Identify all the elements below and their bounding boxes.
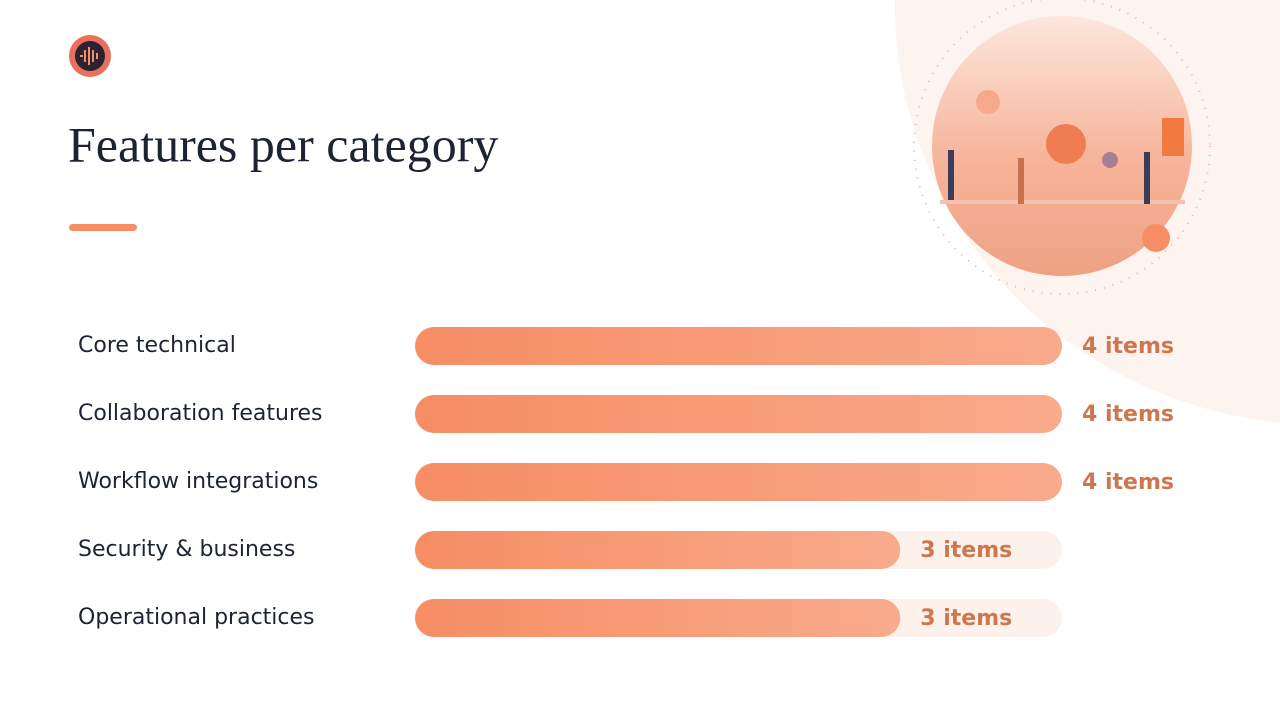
illustration-person [948, 150, 954, 200]
category-label: Workflow integrations [78, 469, 318, 494]
illustration-person [1018, 158, 1024, 204]
category-label: Security & business [78, 537, 295, 562]
value-label: 4 items [1082, 334, 1174, 359]
illustration-person [1144, 152, 1150, 204]
dotted-ring [913, 0, 1211, 295]
logo-mark [80, 47, 98, 65]
value-label: 3 items [920, 538, 1012, 563]
bar [415, 599, 901, 637]
bar [415, 327, 1062, 365]
value-label: 4 items [1082, 402, 1174, 427]
illustration-orb [1046, 124, 1086, 164]
value-label: 3 items [920, 606, 1012, 631]
illustration-ground [940, 200, 1185, 204]
illustration-block [1162, 118, 1184, 156]
illustration-orb [1102, 152, 1118, 168]
bar [415, 395, 1062, 433]
value-label: 4 items [1082, 470, 1174, 495]
title-underline [69, 224, 137, 231]
illustration-orb [976, 90, 1000, 114]
chart-title: Features per category [68, 116, 498, 172]
category-label: Core technical [78, 333, 236, 358]
bar [415, 531, 901, 569]
category-label: Collaboration features [78, 401, 323, 426]
bar [415, 463, 1062, 501]
accent-dot [1142, 224, 1170, 252]
category-label: Operational practices [78, 605, 315, 630]
